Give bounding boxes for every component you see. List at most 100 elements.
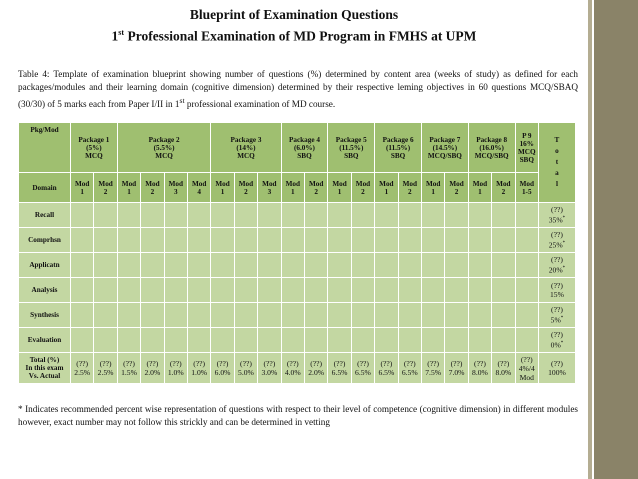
domain-total-cell: (??) 25%* [537, 227, 576, 253]
blueprint-cell [467, 277, 493, 303]
package-percent: (14.5%) [432, 143, 458, 152]
module-question-count: (??) [240, 359, 252, 368]
domain-row: Synthesis (??) 5%* [18, 302, 576, 328]
module-percent: 3.0% [261, 368, 278, 377]
total-header-letter: a [555, 169, 559, 177]
blueprint-cell [257, 302, 282, 328]
domain-question-count: (??) [551, 305, 563, 315]
blueprint-cell [140, 252, 165, 278]
blueprint-cell [257, 327, 282, 353]
blueprint-cell [514, 227, 539, 253]
module-total-cell: (??) 8.0% [467, 352, 493, 384]
module-question-count: (??) [216, 359, 229, 368]
module-label: Mod [379, 179, 394, 188]
domain-row: Evaluation (??) 0%* [18, 327, 576, 353]
domain-row: Applicatn (??) 20%* [18, 252, 576, 278]
domain-percent-line: 5%* [539, 314, 574, 325]
package-percent: (11.5%) [385, 143, 411, 152]
package-percent: (16.0%) [479, 143, 504, 152]
module-question-count: (??) [76, 359, 89, 368]
blueprint-table-body: Recall (??) 35%* Comprhsn (??) 25%* Applicatn(… [18, 202, 576, 384]
blueprint-cell [210, 252, 235, 278]
module-percent: 7.0% [448, 368, 465, 377]
blueprint-cell [420, 327, 446, 353]
module-total-cell: (??) 1.0% [186, 352, 212, 384]
blueprint-cell [280, 252, 305, 278]
blueprint-cell [93, 202, 118, 228]
package-name: Package 8 [476, 135, 508, 144]
blueprint-cell [420, 202, 446, 228]
module-percent: 5.0% [238, 368, 254, 377]
blueprint-cell [374, 302, 399, 328]
blueprint-cell [116, 202, 142, 228]
module-percent: 2.0% [144, 368, 161, 377]
package-name: Package 5 [335, 135, 367, 144]
domain-total-cell: (??) 20%* [537, 252, 576, 278]
module-header: Mod 2 [233, 172, 259, 203]
blueprint-cell [397, 327, 422, 353]
package-name: Package 7 [429, 135, 461, 144]
domain-row: Recall (??) 35%* [18, 202, 576, 228]
module-header: Mod 1 [210, 172, 235, 203]
blueprint-cell [444, 202, 469, 228]
blueprint-cell [69, 277, 95, 303]
blueprint-cell [116, 302, 142, 328]
module-label: Mod [75, 179, 90, 188]
domain-percent-line: 15% [539, 290, 574, 299]
module-number: 3 [173, 187, 178, 196]
blueprint-cell [374, 277, 399, 303]
package-name: Package 6 [382, 135, 414, 144]
grand-total-cell: (??) 100% [537, 352, 576, 384]
blueprint-cell [280, 327, 305, 353]
blueprint-cell [186, 227, 212, 253]
domain-label: Applicatn [18, 252, 71, 278]
blueprint-cell [163, 277, 188, 303]
package-header: Package 1 (5%) MCQ [70, 122, 118, 173]
blueprint-cell [140, 277, 165, 303]
module-total-cell: (??) 8.0% [491, 352, 516, 384]
module-percent: 1.0% [191, 368, 208, 377]
package-question-type: SBQ [297, 151, 312, 160]
total-header-letter: t [555, 158, 559, 166]
domain-percent: 0% [550, 340, 561, 350]
domain-label: Synthesis [18, 302, 71, 328]
blueprint-cell [491, 302, 516, 328]
module-percent: 8.0% [495, 368, 512, 377]
module-question-count: (??) [474, 359, 486, 368]
blueprint-cell [397, 252, 422, 278]
blueprint-cell [397, 302, 422, 328]
module-label: Mod [519, 179, 534, 188]
blueprint-cell [186, 202, 212, 228]
module-number: 2 [407, 187, 412, 196]
blueprint-cell [514, 327, 539, 353]
module-percent: 8.0% [472, 368, 488, 377]
blueprint-cell [116, 227, 142, 253]
subtitle-ordinal: 1 [111, 28, 119, 44]
blueprint-cell [69, 302, 95, 328]
grand-total-count: (??) [551, 359, 563, 368]
package-percent: (5%) [86, 143, 102, 152]
blueprint-cell [93, 252, 118, 278]
module-percent: 4%/4 [518, 363, 535, 373]
blueprint-cell [163, 302, 188, 328]
package-header: Package 2 (5.5%) MCQ [116, 122, 212, 173]
domain-label: Analysis [18, 277, 71, 303]
module-header: Mod 4 [186, 172, 212, 203]
package-question-type: MCQ [85, 151, 103, 160]
blueprint-cell [327, 202, 352, 228]
blueprint-cell [140, 327, 165, 353]
blueprint-cell [93, 327, 118, 353]
blueprint-cell [257, 277, 282, 303]
module-percent: 6.5% [355, 368, 371, 377]
module-number: 1 [80, 187, 84, 196]
total-header-letter: o [555, 147, 559, 155]
module-label: Mod [402, 179, 417, 188]
module-header: Mod 1 [374, 172, 399, 203]
blueprint-cell [116, 252, 142, 278]
blueprint-cell [69, 252, 95, 278]
total-row-label-line: In this exam [25, 364, 64, 372]
blueprint-cell [303, 227, 329, 253]
blueprint-cell [233, 327, 259, 353]
module-percent: 2.5% [74, 368, 91, 377]
